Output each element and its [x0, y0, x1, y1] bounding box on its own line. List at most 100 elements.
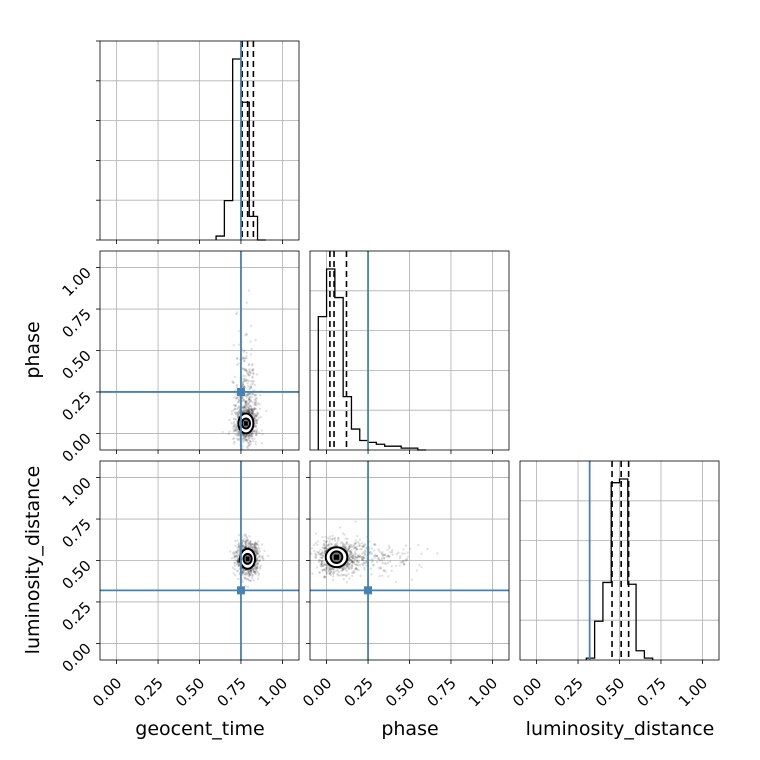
scatter-point — [249, 393, 252, 396]
scatter-point — [237, 433, 241, 436]
scatter-point — [345, 541, 348, 545]
scatter-point — [259, 415, 262, 419]
scatter-point — [394, 580, 398, 584]
scatter-point — [333, 543, 337, 546]
scatter-point — [250, 412, 254, 415]
scatter-point — [241, 445, 244, 448]
scatter-point — [250, 542, 253, 546]
scatter-point — [244, 545, 247, 549]
x-tick-label: 0.50 — [592, 674, 628, 710]
scatter-point — [246, 402, 250, 405]
scatter-point — [241, 580, 245, 584]
scatter-point — [323, 563, 326, 567]
scatter-point — [258, 559, 261, 563]
scatter-point — [322, 543, 325, 547]
scatter-point — [332, 567, 336, 571]
scatter-point — [234, 426, 238, 429]
scatter-point — [340, 540, 343, 543]
scatter-point — [320, 560, 323, 564]
scatter-point — [347, 556, 351, 560]
scatter-point — [254, 419, 257, 422]
scatter-point — [237, 561, 240, 564]
scatter-point — [242, 399, 245, 402]
y-tick-label: 0.00 — [58, 640, 94, 676]
scatter-point — [401, 552, 404, 555]
scatter-point — [389, 560, 392, 563]
y-tick-label: 0.00 — [58, 430, 94, 466]
scatter-point — [350, 552, 353, 556]
scatter-point — [361, 557, 364, 561]
scatter-point — [331, 575, 335, 578]
scatter-point — [234, 433, 237, 436]
scatter-point — [314, 556, 318, 560]
scatter-point — [233, 562, 237, 565]
scatter-point — [347, 545, 350, 549]
scatter-point — [257, 431, 261, 435]
scatter-point — [406, 551, 409, 554]
scatter-point — [234, 424, 237, 427]
scatter-point — [243, 405, 246, 408]
scatter-point — [251, 410, 254, 414]
scatter-point — [254, 425, 258, 429]
scatter-point — [256, 562, 260, 565]
scatter-geocent-time-vs-luminosity-distance: 0.00 0.25 0.50 0.75 1.000.000.250.500.751.00 — [58, 460, 300, 710]
scatter-point — [341, 568, 344, 572]
scatter-point — [364, 548, 367, 552]
scatter-point — [262, 558, 265, 561]
scatter-point — [436, 552, 439, 555]
scatter-point — [241, 437, 244, 441]
scatter-point — [247, 384, 250, 388]
scatter-point — [243, 537, 246, 541]
scatter-point — [251, 408, 254, 411]
scatter-point — [258, 567, 262, 570]
scatter-point — [235, 555, 238, 559]
scatter-point — [248, 397, 251, 401]
scatter-point — [249, 572, 253, 575]
scatter-point — [245, 394, 248, 397]
scatter-point — [345, 564, 349, 567]
scatter-point — [241, 547, 244, 550]
scatter-point — [388, 546, 391, 550]
scatter-point — [355, 548, 359, 551]
scatter-point — [252, 546, 256, 549]
scatter-point — [248, 408, 251, 411]
scatter-point — [233, 408, 237, 411]
x-tick-label: 0.75 — [633, 674, 669, 710]
scatter-point — [232, 554, 236, 557]
scatter-point — [246, 372, 249, 375]
x-tick-label: 0.00 — [89, 674, 125, 710]
x-tick-label: 0.00 — [299, 674, 335, 710]
scatter-point — [379, 567, 382, 570]
scatter-point — [365, 560, 368, 564]
scatter-point — [384, 562, 388, 565]
scatter-point — [249, 544, 253, 548]
scatter-point — [256, 418, 259, 422]
scatter-point — [261, 433, 264, 436]
scatter-point — [251, 372, 255, 375]
scatter-point — [337, 537, 340, 540]
scatter-point — [244, 437, 247, 440]
scatter-point — [248, 400, 251, 404]
scatter-point — [363, 556, 366, 560]
scatter-point — [230, 422, 234, 425]
scatter-point — [246, 544, 250, 547]
scatter-point — [253, 383, 257, 387]
scatter-point — [254, 542, 257, 545]
scatter-point — [333, 571, 336, 574]
scatter-point — [252, 415, 256, 418]
scatter-point — [402, 562, 405, 565]
scatter-point — [233, 555, 237, 558]
scatter-point — [380, 557, 384, 560]
scatter-point — [245, 539, 248, 542]
scatter-point — [243, 359, 246, 363]
scatter-point — [351, 557, 354, 560]
scatter-point — [329, 569, 333, 573]
scatter-point — [246, 406, 249, 409]
scatter-point — [324, 541, 328, 544]
scatter-point — [242, 434, 246, 438]
scatter-point — [327, 542, 331, 546]
scatter-point — [250, 407, 254, 411]
xlabel-luminosity-distance: luminosity_distance — [526, 718, 715, 740]
scatter-point — [236, 560, 239, 564]
scatter-point — [355, 556, 358, 559]
